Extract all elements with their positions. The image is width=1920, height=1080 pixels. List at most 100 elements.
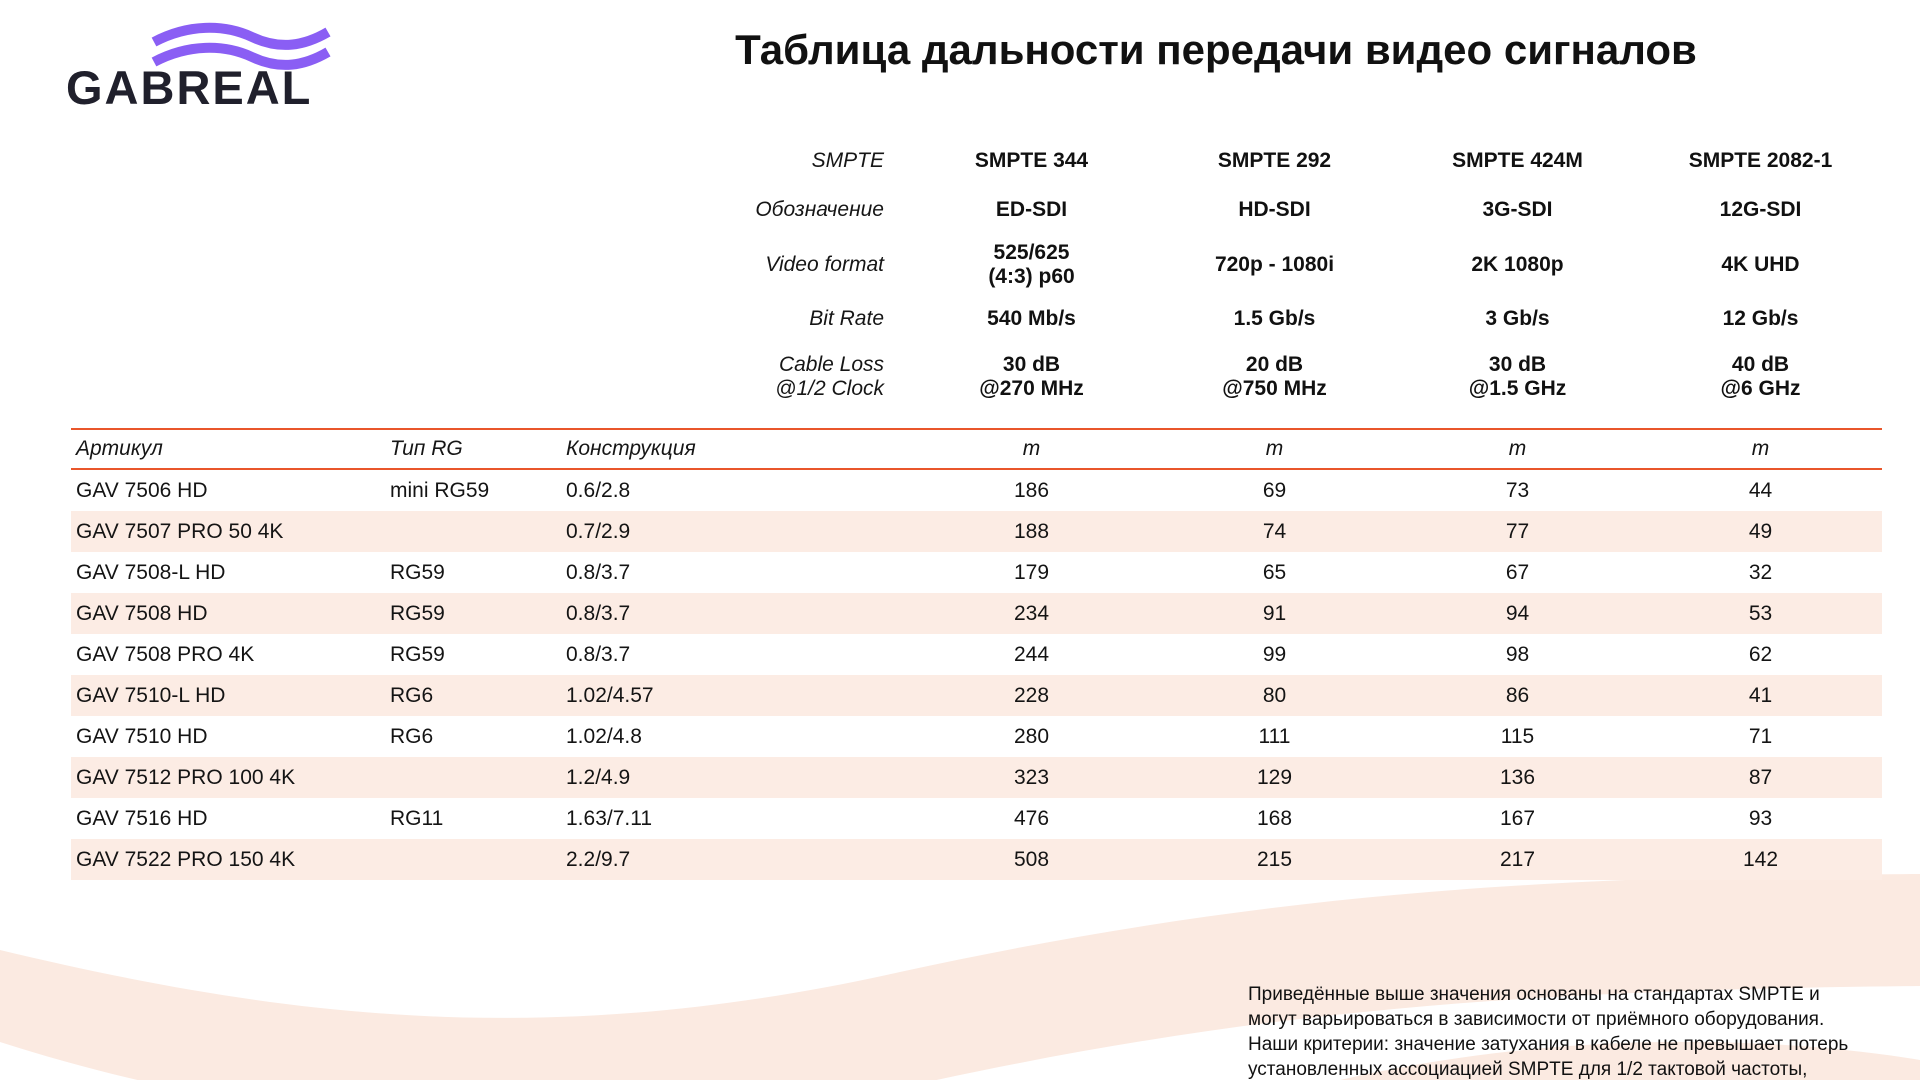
table-cell: 244 bbox=[1013, 642, 1050, 666]
spec-row-label: Video format bbox=[765, 252, 884, 276]
spec-value: 30 dB @270 MHz bbox=[979, 352, 1084, 400]
table-cell: GAV 7508 HD bbox=[76, 601, 208, 625]
table-cell: 0.8/3.7 bbox=[566, 601, 631, 625]
spec-row-label: Cable Loss @1/2 Clock bbox=[775, 352, 884, 400]
table-cell: 69 bbox=[1262, 478, 1287, 502]
header-cell: Тип RG bbox=[385, 428, 561, 470]
table-cell: 476 bbox=[1013, 806, 1050, 830]
table-cell: 508 bbox=[1013, 847, 1050, 871]
table-cell: 1.2/4.9 bbox=[566, 765, 631, 789]
disclaimer-line: Наши критерии: значение затухания в кабе… bbox=[1248, 1034, 1849, 1080]
table-cell: 49 bbox=[1748, 519, 1773, 543]
disclaimer-note: Приведённые выше значения основаны на ст… bbox=[1248, 982, 1872, 1080]
table-cell: 93 bbox=[1748, 806, 1773, 830]
spec-value: 540 Mb/s bbox=[987, 306, 1076, 330]
table-cell: 168 bbox=[1256, 806, 1293, 830]
table-cell: 234 bbox=[1013, 601, 1050, 625]
table-row: GAV 7508-L HD RG59 0.8/3.7 179 65 67 32 bbox=[71, 552, 1882, 593]
table-cell: 1.02/4.8 bbox=[566, 724, 642, 748]
table-cell: RG11 bbox=[390, 806, 444, 830]
table-cell: 186 bbox=[1013, 478, 1050, 502]
spec-value: 3G-SDI bbox=[1482, 197, 1553, 221]
table-cell: 179 bbox=[1013, 560, 1050, 584]
table-row: GAV 7508 HD RG59 0.8/3.7 234 91 94 53 bbox=[71, 593, 1882, 634]
table-cell: RG59 bbox=[390, 601, 445, 625]
logo-wave-icon bbox=[151, 22, 331, 70]
table-cell: 323 bbox=[1013, 765, 1050, 789]
spec-value: 525/625 (4:3) p60 bbox=[988, 240, 1075, 288]
table-cell: 32 bbox=[1748, 560, 1773, 584]
table-cell: 0.6/2.8 bbox=[566, 478, 631, 502]
table-cell: 41 bbox=[1748, 683, 1773, 707]
table-cell: 0.8/3.7 bbox=[566, 560, 631, 584]
table-cell: 217 bbox=[1499, 847, 1536, 871]
brand-name: GABREAL bbox=[66, 61, 313, 114]
table-row: GAV 7508 PRO 4K RG59 0.8/3.7 244 99 98 62 bbox=[71, 634, 1882, 675]
table-cell: GAV 7508-L HD bbox=[76, 560, 226, 584]
spec-value: SMPTE 344 bbox=[974, 148, 1089, 172]
table-cell bbox=[385, 757, 561, 798]
spec-value: 4K UHD bbox=[1721, 252, 1800, 276]
table-cell: 99 bbox=[1262, 642, 1287, 666]
table-cell: 80 bbox=[1262, 683, 1287, 707]
disclaimer-line: Приведённые выше значения основаны на ст… bbox=[1248, 984, 1825, 1031]
table-cell: 94 bbox=[1505, 601, 1530, 625]
table-row: GAV 7507 PRO 50 4K 0.7/2.9 188 74 77 49 bbox=[71, 511, 1882, 552]
header-cell: m bbox=[910, 428, 1153, 470]
table-cell: GAV 7516 HD bbox=[76, 806, 208, 830]
table-cell: RG59 bbox=[390, 560, 445, 584]
spec-value: ED-SDI bbox=[995, 197, 1068, 221]
table-row: GAV 7516 HD RG11 1.63/7.11 476 168 167 93 bbox=[71, 798, 1882, 839]
page-title: Таблица дальности передачи видео сигнало… bbox=[735, 26, 1697, 73]
spec-value: SMPTE 2082-1 bbox=[1688, 148, 1833, 172]
table-cell: 67 bbox=[1505, 560, 1530, 584]
table-cell: 228 bbox=[1013, 683, 1050, 707]
table-cell: 142 bbox=[1742, 847, 1779, 871]
table-cell: RG6 bbox=[390, 724, 434, 748]
table-cell: GAV 7522 PRO 150 4K bbox=[76, 847, 296, 871]
table-cell: 87 bbox=[1748, 765, 1773, 789]
table-cell: 2.2/9.7 bbox=[566, 847, 631, 871]
table-row: GAV 7506 HD mini RG59 0.6/2.8 186 69 73 44 bbox=[71, 469, 1882, 511]
spec-value: 720p - 1080i bbox=[1214, 252, 1335, 276]
spec-value: 3 Gb/s bbox=[1485, 306, 1550, 330]
smpte-spec-header: SMPTE SMPTE 344 SMPTE 292 SMPTE 424M SMPTE 2… bbox=[540, 138, 1882, 410]
table-cell: GAV 7507 PRO 50 4K bbox=[76, 519, 284, 543]
spec-value: SMPTE 424M bbox=[1452, 148, 1583, 172]
table-cell: 53 bbox=[1748, 601, 1773, 625]
header-cell: m bbox=[1396, 428, 1639, 470]
table-cell: 1.63/7.11 bbox=[566, 806, 653, 830]
table-cell: mini RG59 bbox=[390, 478, 490, 502]
spec-value: 30 dB @1.5 GHz bbox=[1468, 352, 1567, 400]
spec-value: 2K 1080p bbox=[1471, 252, 1564, 276]
header-cell: Артикул bbox=[71, 428, 385, 470]
spec-row-label: Обозначение bbox=[755, 197, 884, 221]
table-cell: 280 bbox=[1013, 724, 1050, 748]
table-row: GAV 7510 HD RG6 1.02/4.8 280 111 115 71 bbox=[71, 716, 1882, 757]
header-cell: m bbox=[1639, 428, 1882, 470]
table-cell: 1.02/4.57 bbox=[566, 683, 654, 707]
table-cell: GAV 7508 PRO 4K bbox=[76, 642, 255, 666]
header-cell: Конструкция bbox=[561, 428, 910, 470]
table-cell: 74 bbox=[1262, 519, 1287, 543]
table-cell: 0.7/2.9 bbox=[566, 519, 631, 543]
table-cell: 167 bbox=[1499, 806, 1536, 830]
table-cell: GAV 7512 PRO 100 4K bbox=[76, 765, 296, 789]
table-cell: 111 bbox=[1258, 724, 1291, 748]
table-cell: 129 bbox=[1256, 765, 1293, 789]
table-cell bbox=[385, 839, 561, 880]
table-cell: RG6 bbox=[390, 683, 434, 707]
brand-logo: GABREAL bbox=[66, 14, 366, 118]
table-cell: GAV 7510-L HD bbox=[76, 683, 226, 707]
table-cell: 215 bbox=[1256, 847, 1293, 871]
cable-distance-table: Артикул Тип RG Конструкция m m m m GAV 7506 HD… bbox=[71, 428, 1882, 880]
table-cell: 77 bbox=[1505, 519, 1530, 543]
table-cell: 98 bbox=[1505, 642, 1530, 666]
table-header-row: Артикул Тип RG Конструкция m m m m bbox=[71, 428, 1882, 470]
spec-value: 12G-SDI bbox=[1719, 197, 1802, 221]
table-cell: 71 bbox=[1748, 724, 1773, 748]
table-cell: RG59 bbox=[390, 642, 445, 666]
table-cell: 91 bbox=[1262, 601, 1287, 625]
table-cell: 44 bbox=[1748, 478, 1773, 502]
